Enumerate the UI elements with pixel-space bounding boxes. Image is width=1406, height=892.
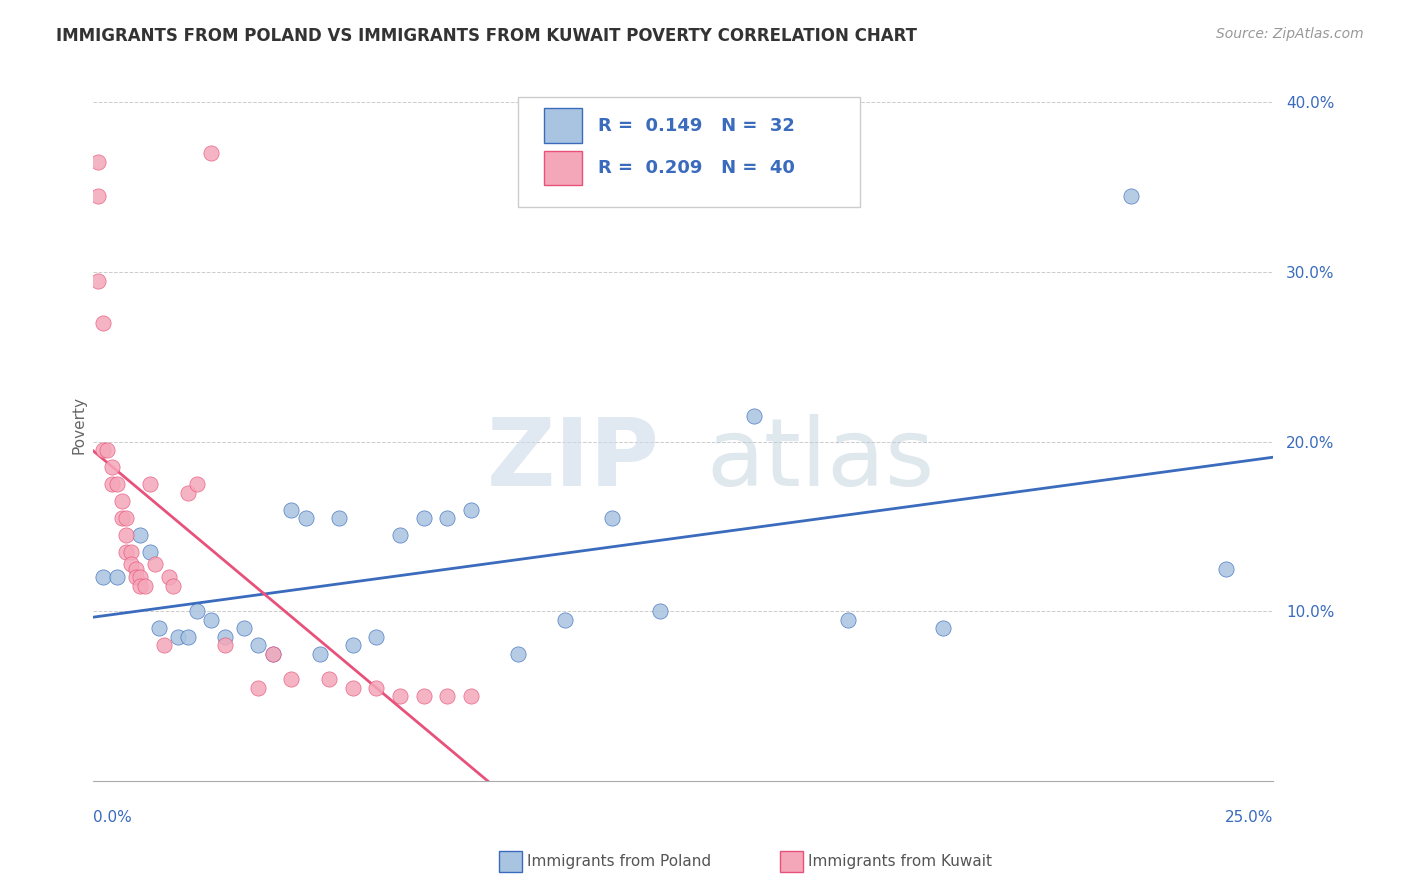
Point (120, 557, 142, 571)
Point (91, 443, 114, 458)
Point (115, 528, 138, 542)
Point (186, 604, 208, 618)
Text: 0.0%: 0.0% (93, 810, 132, 824)
Point (436, 689, 458, 703)
Point (167, 630, 190, 644)
Point (176, 485, 198, 500)
Point (162, 579, 184, 593)
Text: R =  0.209   N =  40: R = 0.209 N = 40 (598, 160, 794, 178)
Point (342, 681, 364, 695)
Point (412, 689, 434, 703)
Text: IMMIGRANTS FROM POLAND VS IMMIGRANTS FROM KUWAIT POVERTY CORRELATION CHART: IMMIGRANTS FROM POLAND VS IMMIGRANTS FRO… (56, 27, 917, 45)
Point (742, 409, 765, 424)
Point (115, 511, 138, 525)
Text: Immigrants from Kuwait: Immigrants from Kuwait (808, 855, 993, 869)
Point (247, 638, 270, 652)
Point (233, 621, 256, 635)
Point (388, 689, 411, 703)
Point (506, 647, 529, 661)
Point (91, 570, 114, 584)
Point (308, 647, 330, 661)
Point (1215, 562, 1237, 576)
Text: Source: ZipAtlas.com: Source: ZipAtlas.com (1216, 27, 1364, 41)
Point (143, 557, 166, 571)
Text: Immigrants from Poland: Immigrants from Poland (527, 855, 711, 869)
Text: ZIP: ZIP (486, 415, 659, 507)
Point (554, 613, 576, 627)
Point (139, 545, 162, 559)
Point (87, 154, 110, 169)
Point (280, 502, 302, 516)
Point (837, 613, 859, 627)
Point (176, 630, 198, 644)
Point (96, 443, 118, 458)
Point (460, 502, 482, 516)
Point (200, 146, 222, 161)
Point (412, 511, 434, 525)
FancyBboxPatch shape (544, 109, 582, 143)
Point (101, 477, 124, 491)
Point (101, 460, 124, 475)
Point (87, 188, 110, 202)
Point (105, 570, 128, 584)
Point (648, 604, 671, 618)
Point (91, 316, 114, 330)
FancyBboxPatch shape (517, 97, 860, 208)
Point (157, 570, 180, 584)
Point (436, 511, 458, 525)
Point (342, 638, 364, 652)
Point (110, 511, 132, 525)
Point (139, 477, 162, 491)
Point (148, 621, 170, 635)
Text: 25.0%: 25.0% (1225, 810, 1272, 824)
Point (153, 638, 176, 652)
Point (460, 689, 482, 703)
Point (247, 681, 270, 695)
Point (931, 621, 953, 635)
Point (366, 630, 388, 644)
Point (318, 672, 340, 686)
Point (328, 511, 350, 525)
Point (388, 528, 411, 542)
Point (120, 545, 142, 559)
Point (366, 681, 388, 695)
Point (214, 630, 236, 644)
Point (262, 647, 284, 661)
Point (105, 477, 128, 491)
Point (124, 562, 146, 576)
Text: R =  0.149   N =  32: R = 0.149 N = 32 (598, 117, 794, 135)
Point (110, 494, 132, 508)
Point (280, 672, 302, 686)
Point (214, 638, 236, 652)
Point (129, 528, 152, 542)
Point (129, 579, 152, 593)
Point (602, 511, 624, 525)
Point (1121, 188, 1143, 202)
Point (186, 477, 208, 491)
Point (124, 570, 146, 584)
Point (262, 647, 284, 661)
Point (129, 570, 152, 584)
Point (294, 511, 316, 525)
FancyBboxPatch shape (544, 151, 582, 186)
Point (87, 274, 110, 288)
Text: atlas: atlas (707, 415, 935, 507)
Point (200, 613, 222, 627)
Point (134, 579, 156, 593)
Point (115, 545, 138, 559)
Y-axis label: Poverty: Poverty (72, 396, 86, 454)
